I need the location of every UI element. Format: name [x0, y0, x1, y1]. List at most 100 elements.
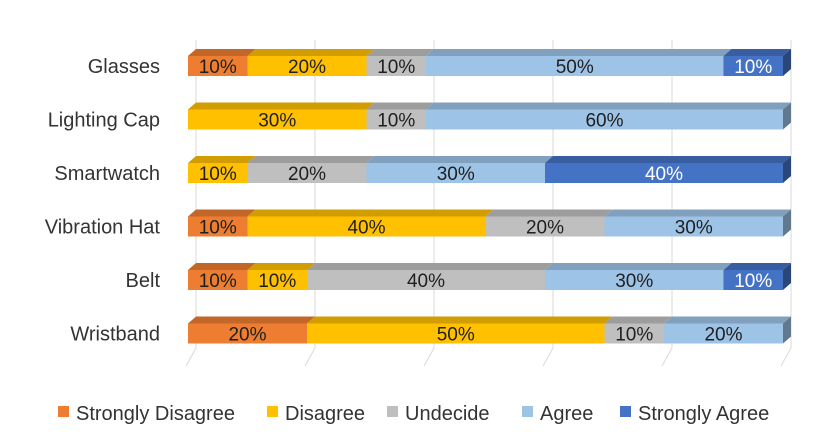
data-label: 10% — [377, 111, 415, 132]
gridline-floor — [423, 347, 435, 367]
category-label: Belt — [126, 270, 161, 292]
data-label: 10% — [199, 57, 237, 78]
legend-swatch — [620, 406, 631, 417]
data-label: 30% — [258, 111, 296, 132]
bar-segment — [188, 323, 307, 344]
bar-top — [188, 263, 256, 270]
bar-top — [247, 209, 494, 217]
data-label: 30% — [615, 271, 653, 292]
bar-segment — [247, 56, 367, 76]
bar-top — [545, 263, 732, 270]
gridline-floor — [304, 347, 316, 367]
gridline-floor — [185, 347, 197, 367]
bar-segment — [188, 109, 367, 130]
bar-segment — [188, 270, 248, 290]
bar-side — [783, 316, 791, 344]
bar-top — [188, 156, 256, 163]
data-label: 40% — [347, 218, 385, 239]
category-label: Smartwatch — [54, 163, 160, 185]
bar-top — [485, 209, 613, 217]
data-label: 40% — [645, 164, 683, 185]
bar-segment — [188, 216, 248, 237]
legend: Strongly Disagree Disagree Undecide Agree St… — [58, 403, 769, 425]
bar-top — [188, 49, 256, 56]
bar-segment — [188, 56, 248, 76]
legend-label: Disagree — [285, 403, 365, 425]
bar-segment — [247, 270, 307, 290]
category-label: Lighting Cap — [48, 110, 160, 132]
data-label: 10% — [199, 271, 237, 292]
bar-segment — [664, 323, 783, 344]
bar-side — [783, 102, 791, 130]
bar-top — [188, 102, 375, 110]
bar-top — [247, 49, 375, 56]
data-label: 20% — [228, 325, 266, 346]
bar-top — [604, 316, 672, 324]
legend-label: Strongly Agree — [638, 403, 769, 425]
legend-label: Strongly Disagree — [76, 403, 235, 425]
bar-segment — [366, 163, 545, 183]
bar-segment — [247, 163, 367, 183]
bar-segment — [545, 270, 724, 290]
gridline-floor — [661, 347, 673, 367]
bar-top — [426, 102, 791, 110]
data-label: 20% — [526, 218, 564, 239]
data-label: 20% — [704, 325, 742, 346]
data-label: 20% — [288, 57, 326, 78]
bar-segment — [307, 323, 605, 344]
bar-segment — [604, 216, 783, 237]
legend-swatch — [522, 406, 533, 417]
bar-top — [664, 316, 791, 324]
bar-segment — [723, 56, 783, 76]
bar-segment — [604, 323, 664, 344]
data-label: 20% — [288, 164, 326, 185]
data-label: 10% — [199, 164, 237, 185]
data-label: 30% — [437, 164, 475, 185]
bar-side — [783, 209, 791, 237]
data-label: 30% — [675, 218, 713, 239]
bar-top — [545, 156, 791, 163]
gridlines — [185, 40, 792, 367]
data-label: 40% — [407, 271, 445, 292]
bar-segment — [247, 216, 486, 237]
legend-label: Agree — [540, 403, 593, 425]
bar-top — [307, 263, 553, 270]
bars: 10% 20% 10% 50% 10% 30% 10% 60% 10% 20% 30% 40% 10% 4… — [188, 49, 791, 346]
bar-top — [366, 156, 553, 163]
gridline-floor — [780, 347, 792, 367]
legend-label: Undecide — [405, 403, 490, 425]
bar-top — [723, 263, 791, 270]
bar-top — [604, 209, 791, 217]
bar-segment — [188, 163, 248, 183]
legend-swatch — [387, 406, 398, 417]
data-label: 10% — [734, 57, 772, 78]
bar-segment — [426, 109, 783, 130]
bar-top — [366, 49, 434, 56]
bar-top — [723, 49, 791, 56]
bar-side — [783, 49, 791, 76]
category-label: Vibration Hat — [45, 217, 161, 239]
data-label: 10% — [377, 57, 415, 78]
bar-top — [188, 316, 315, 324]
legend-swatch — [58, 406, 69, 417]
gridline-floor — [542, 347, 554, 367]
bar-segment — [307, 270, 545, 290]
data-label: 10% — [734, 271, 772, 292]
bar-segment — [723, 270, 783, 290]
data-label: 50% — [556, 57, 594, 78]
bar-side — [783, 156, 791, 183]
bar-segment — [545, 163, 783, 183]
category-labels: Glasses Lighting Cap Smartwatch Vibration H… — [45, 56, 161, 346]
category-label: Wristband — [70, 324, 160, 346]
bar-top — [366, 102, 434, 110]
bar-side — [783, 263, 791, 290]
bar-top — [426, 49, 732, 56]
data-label: 10% — [199, 218, 237, 239]
data-label: 60% — [585, 111, 623, 132]
bar-segment — [485, 216, 605, 237]
category-label: Glasses — [88, 56, 160, 78]
bar-top — [247, 263, 315, 270]
data-label: 10% — [615, 325, 653, 346]
bar-segment — [366, 56, 426, 76]
